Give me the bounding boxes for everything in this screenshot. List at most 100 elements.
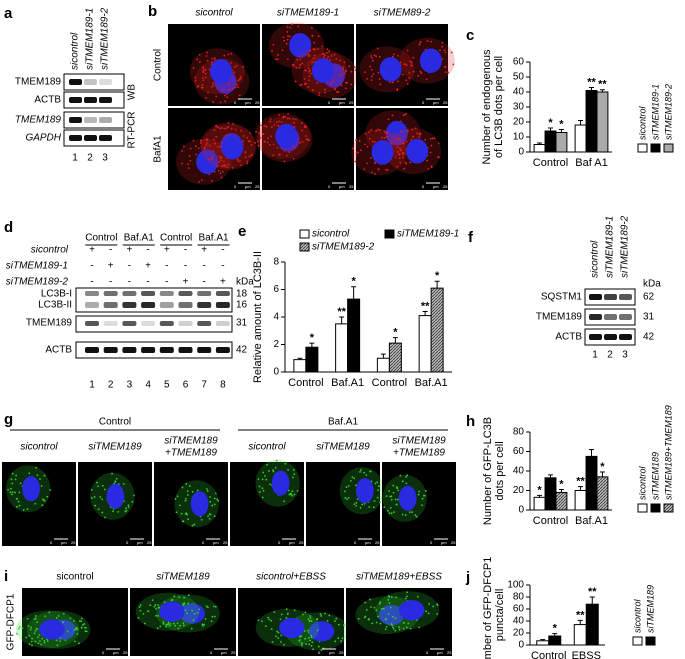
sign: - [203,277,206,288]
puncta [307,138,309,141]
puncta [321,45,324,48]
puncta [419,41,422,44]
nucleus [196,149,219,175]
puncta [198,181,201,183]
puncta [271,126,273,128]
puncta [414,127,417,130]
column-label: siTMEM89-2 [374,8,431,19]
puncta [396,151,399,153]
blot-band [122,321,137,326]
puncta [215,95,218,98]
axis-title: Relative amount of LC3B-II [252,251,264,383]
size-label: 16 [236,300,248,311]
puncta [437,142,440,145]
y-tick-label: 20 [513,485,525,496]
puncta [282,36,285,39]
puncta [389,606,392,609]
puncta [333,53,336,56]
puncta [212,138,215,141]
lane-number: 3 [127,380,133,391]
puncta [286,38,289,41]
puncta [298,639,301,641]
puncta [307,55,310,58]
puncta [340,84,343,87]
puncta [309,617,312,619]
sign: - [146,245,149,256]
puncta [206,138,209,141]
puncta [339,59,341,62]
puncta [316,82,319,84]
puncta [27,625,30,627]
puncta [444,66,447,69]
puncta [296,490,299,492]
puncta [176,622,179,625]
puncta [271,50,273,52]
puncta [182,602,185,605]
bar [555,132,568,153]
puncta [278,153,281,156]
puncta [371,57,373,60]
puncta [376,47,379,50]
y-tick-label: 60 [513,446,525,457]
puncta [268,618,271,621]
puncta [188,485,191,487]
puncta [210,85,213,88]
scale-label: μm [433,100,439,105]
puncta [90,488,93,491]
puncta [394,617,397,620]
bar [536,640,550,646]
y-tick-label: 8 [273,257,279,268]
significance: * [310,332,315,344]
puncta [34,502,37,505]
puncta [117,510,120,513]
puncta [278,114,280,116]
puncta [333,620,336,622]
puncta [285,617,288,619]
puncta [239,160,241,162]
puncta [353,503,356,506]
puncta [316,48,319,50]
puncta [398,628,401,631]
puncta [238,94,241,97]
puncta [286,31,289,33]
puncta [159,625,162,628]
puncta [351,476,354,479]
significance: ** [576,609,585,621]
puncta [202,79,205,82]
puncta [209,513,212,516]
puncta [389,81,392,84]
puncta [286,58,289,61]
puncta [392,491,395,494]
puncta [18,491,21,494]
puncta [212,101,215,103]
puncta [221,89,224,92]
puncta [111,472,113,475]
puncta [283,160,286,163]
puncta [215,135,218,138]
puncta [11,482,14,485]
puncta [182,622,185,625]
puncta [39,478,41,480]
puncta [366,77,368,80]
lane-number: 2 [108,380,114,391]
blot-band [84,135,97,141]
puncta [35,466,38,469]
puncta [260,124,262,127]
column-label: siTMEM189 [392,436,446,447]
puncta [406,83,409,85]
nucleus [371,140,394,165]
puncta [421,497,424,500]
puncta [425,610,428,613]
puncta [364,71,366,74]
puncta [287,468,289,471]
puncta [371,622,374,625]
puncta [316,629,319,632]
axis-title: Number of endogenous [481,49,493,164]
puncta [292,145,295,148]
bar [376,357,390,373]
blot-band [604,314,617,320]
puncta [184,609,187,612]
puncta [412,135,415,138]
